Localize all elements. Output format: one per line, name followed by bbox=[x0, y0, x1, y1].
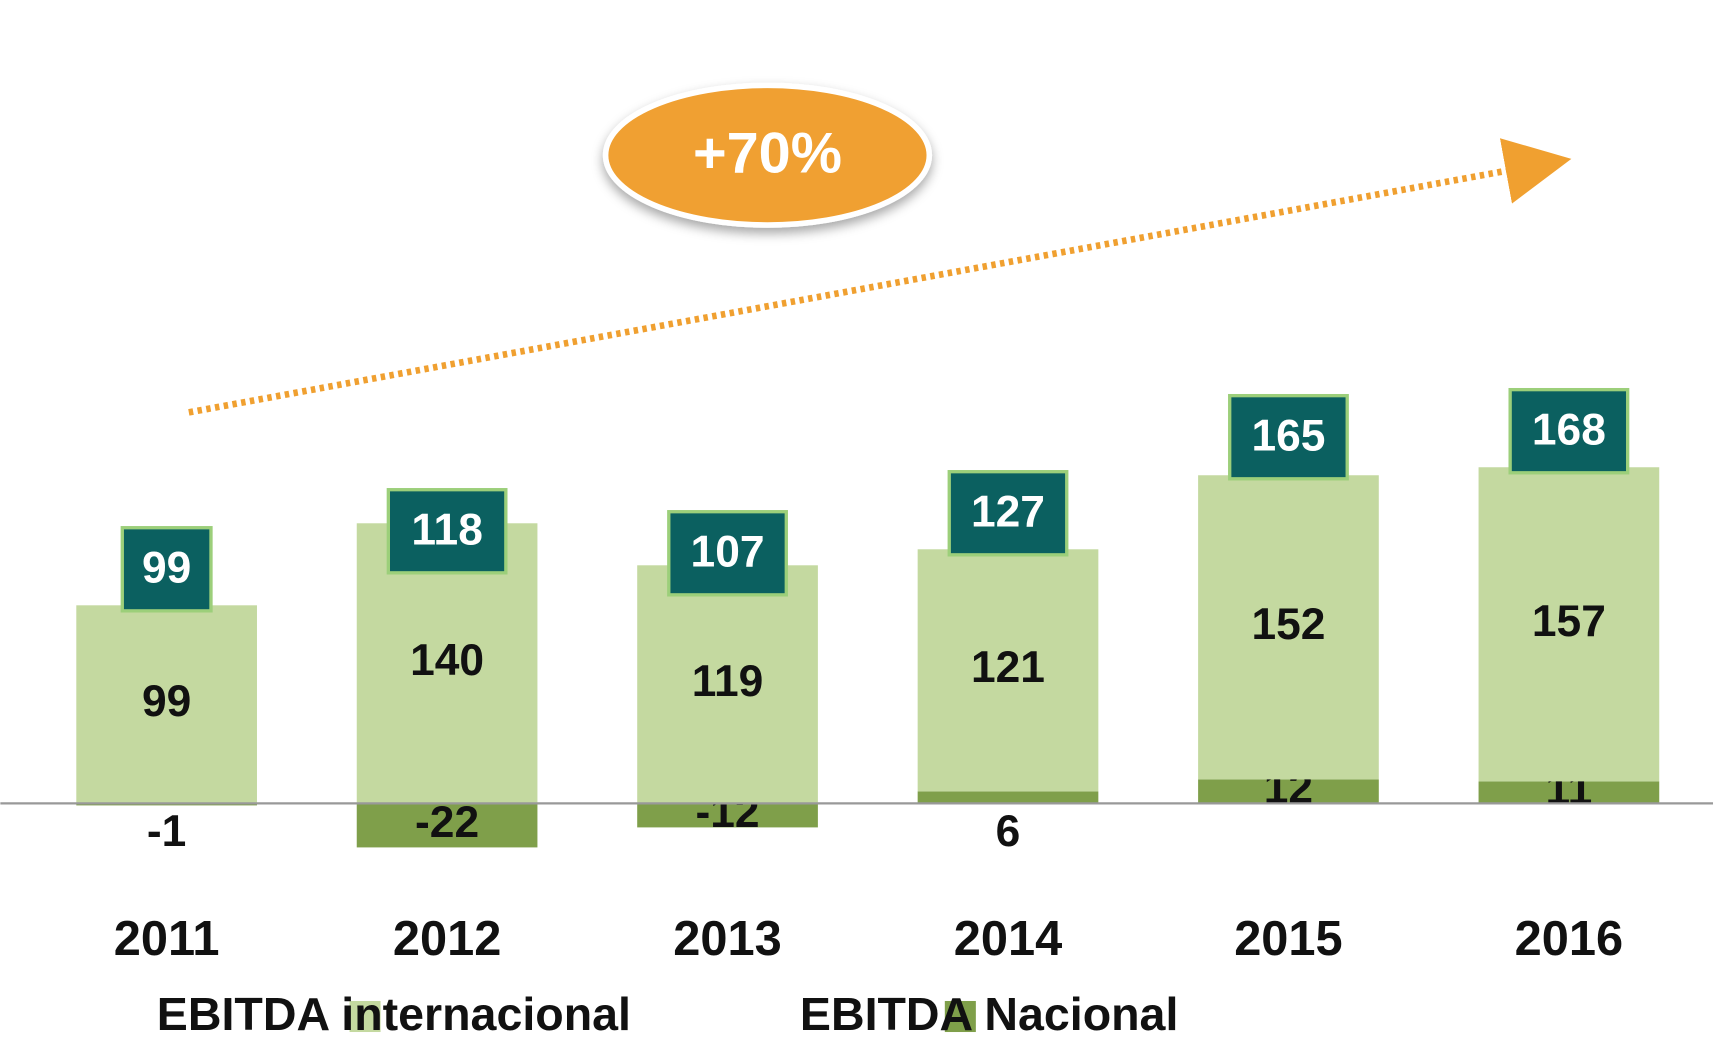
data-label: 6 bbox=[996, 807, 1021, 856]
bar bbox=[76, 605, 257, 804]
data-label: 99 bbox=[142, 677, 191, 726]
data-label: 121 bbox=[971, 643, 1045, 692]
annotation: +70% bbox=[693, 122, 842, 186]
x-tick-label: 2015 bbox=[1234, 912, 1342, 966]
total-box bbox=[386, 488, 508, 575]
total-box bbox=[667, 510, 788, 597]
total-label: 99 bbox=[142, 544, 191, 593]
data-label: -22 bbox=[415, 798, 479, 847]
bar bbox=[637, 803, 818, 828]
x-tick-label: 2016 bbox=[1515, 912, 1624, 966]
legend-swatch bbox=[349, 1000, 381, 1033]
total-box bbox=[1508, 387, 1630, 475]
total-label: 118 bbox=[411, 506, 483, 555]
bar bbox=[917, 549, 1099, 792]
data-label: 152 bbox=[1251, 600, 1325, 649]
annotation-bubble bbox=[602, 82, 933, 228]
bar bbox=[637, 565, 818, 804]
total-label: 165 bbox=[1251, 412, 1325, 461]
bar bbox=[356, 803, 538, 848]
x-tick-label: 2011 bbox=[114, 912, 220, 966]
bar bbox=[1478, 467, 1660, 782]
data-label: -1 bbox=[147, 807, 186, 856]
x-tick-label: 2014 bbox=[954, 912, 1063, 966]
legend-label: EBITDA internacional bbox=[157, 988, 631, 1040]
x-tick-label: 2013 bbox=[673, 912, 782, 966]
total-label: 107 bbox=[691, 528, 765, 577]
x-tick-label: 2012 bbox=[393, 912, 502, 966]
data-label: 157 bbox=[1532, 597, 1606, 646]
data-label: 119 bbox=[692, 657, 764, 706]
total-label: 168 bbox=[1532, 406, 1606, 455]
bar bbox=[1198, 779, 1379, 804]
data-label: 140 bbox=[410, 636, 484, 685]
total-box bbox=[1228, 393, 1349, 481]
bar bbox=[917, 791, 1099, 804]
total-box bbox=[120, 526, 213, 613]
legend-swatch bbox=[944, 1000, 976, 1033]
legend-label: EBITDA Nacional bbox=[800, 988, 1178, 1040]
trend-arrow bbox=[188, 138, 1572, 416]
total-label: 127 bbox=[971, 488, 1045, 537]
bar bbox=[1478, 781, 1660, 804]
bar bbox=[1198, 475, 1379, 780]
total-box bbox=[947, 470, 1069, 557]
